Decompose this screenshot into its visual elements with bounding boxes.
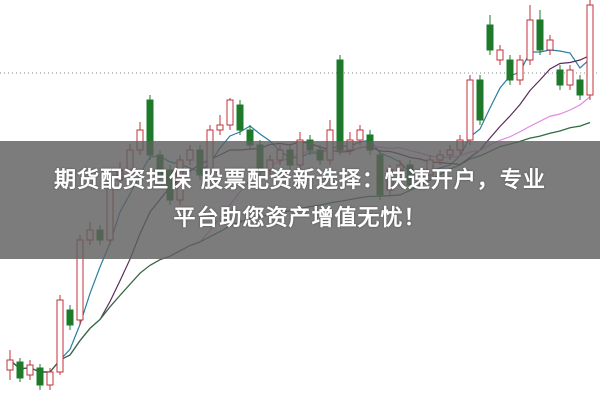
- candle-body: [476, 79, 484, 121]
- candle: [506, 55, 514, 85]
- candle-body: [56, 299, 64, 373]
- candle: [6, 350, 14, 380]
- banner-title-line-1: 期货配资担保 股票配资新选择：快速开户，专业: [54, 168, 546, 193]
- candle: [496, 45, 504, 65]
- title-banner: 期货配资担保 股票配资新选择：快速开户，专业 平台助您资产增值无忧！: [0, 141, 600, 259]
- candle-body: [466, 79, 474, 141]
- candle-body: [46, 371, 54, 386]
- candle: [46, 368, 54, 390]
- candle-body: [556, 69, 564, 86]
- candle: [536, 10, 544, 55]
- candle: [566, 65, 574, 90]
- candle: [466, 75, 474, 145]
- candle-body: [506, 59, 514, 81]
- candle-body: [536, 19, 544, 51]
- candle-body: [516, 59, 524, 81]
- candle: [36, 364, 44, 390]
- candle: [556, 65, 564, 90]
- candle: [216, 115, 224, 135]
- candle: [56, 295, 64, 375]
- candle-body: [356, 129, 364, 141]
- candle: [226, 98, 234, 130]
- candle-body: [6, 359, 14, 371]
- candle: [236, 100, 244, 135]
- candle-body: [236, 104, 244, 131]
- candle-body: [546, 39, 554, 51]
- candle: [66, 305, 74, 330]
- banner-title-line-2: 平台助您资产增值无忧！: [173, 206, 427, 231]
- candle-body: [336, 59, 344, 151]
- candle: [526, 5, 534, 65]
- candle-body: [576, 79, 584, 96]
- candle: [16, 358, 24, 382]
- candle-body: [226, 99, 234, 126]
- candle-body: [496, 49, 504, 61]
- candle-body: [66, 309, 74, 326]
- candle: [476, 75, 484, 125]
- candle-body: [216, 124, 224, 131]
- candle: [586, 0, 594, 100]
- candle-body: [16, 361, 24, 379]
- candle: [516, 55, 524, 85]
- candle-body: [586, 4, 594, 96]
- candle: [26, 360, 34, 380]
- candle-body: [526, 19, 534, 61]
- candle-body: [26, 364, 34, 376]
- candle-body: [566, 69, 574, 86]
- candle: [336, 55, 344, 155]
- candle: [486, 15, 494, 55]
- candle: [546, 35, 554, 55]
- candle-body: [486, 24, 494, 51]
- candle: [576, 75, 584, 100]
- candle-body: [36, 367, 44, 386]
